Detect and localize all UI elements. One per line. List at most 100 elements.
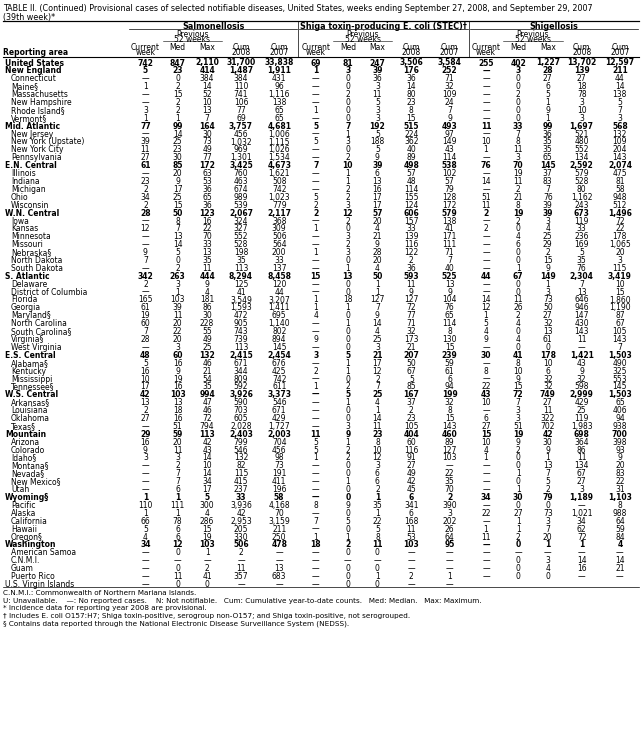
Text: New York (Upstate): New York (Upstate) <box>11 137 85 146</box>
Text: 64: 64 <box>445 533 454 542</box>
Text: 0: 0 <box>345 98 351 107</box>
Text: —: — <box>237 580 245 589</box>
Text: 11: 11 <box>406 279 416 289</box>
Text: 8: 8 <box>617 501 622 510</box>
Text: —: — <box>482 461 490 470</box>
Text: 1: 1 <box>345 303 350 312</box>
Text: 171: 171 <box>442 233 457 241</box>
Text: —: — <box>482 90 490 99</box>
Text: Shiga toxin-producing E. coli (STEC)†: Shiga toxin-producing E. coli (STEC)† <box>300 22 467 31</box>
Text: —: — <box>312 398 319 407</box>
Text: 579: 579 <box>442 209 458 218</box>
Text: Iowa: Iowa <box>11 216 29 225</box>
Text: 8: 8 <box>409 106 413 115</box>
Text: 1: 1 <box>545 98 550 107</box>
Text: —: — <box>142 557 149 565</box>
Text: 1: 1 <box>345 319 350 328</box>
Text: 109: 109 <box>442 90 457 99</box>
Text: 1: 1 <box>545 114 550 123</box>
Text: —: — <box>482 540 490 549</box>
Text: 34: 34 <box>140 540 151 549</box>
Text: 103: 103 <box>170 390 185 399</box>
Text: 21: 21 <box>372 351 383 360</box>
Text: 2,415: 2,415 <box>229 351 253 360</box>
Text: 2: 2 <box>313 201 318 210</box>
Text: 24: 24 <box>445 98 454 107</box>
Text: 14: 14 <box>372 319 382 328</box>
Text: 61: 61 <box>543 335 553 344</box>
Text: 0: 0 <box>345 256 351 265</box>
Text: 674: 674 <box>234 185 248 194</box>
Text: 1: 1 <box>375 493 380 502</box>
Text: 1,496: 1,496 <box>608 209 632 218</box>
Text: —: — <box>312 374 319 383</box>
Text: 1: 1 <box>313 224 318 233</box>
Text: 0: 0 <box>345 485 351 494</box>
Text: 1: 1 <box>484 525 488 533</box>
Text: 330: 330 <box>234 533 248 542</box>
Text: 4: 4 <box>617 540 622 549</box>
Text: 6: 6 <box>447 374 452 383</box>
Text: 5: 5 <box>375 129 380 139</box>
Text: 1,983: 1,983 <box>571 422 592 431</box>
Text: 15: 15 <box>172 90 182 99</box>
Text: Idaho§: Idaho§ <box>11 453 37 462</box>
Text: 134: 134 <box>574 153 589 162</box>
Text: 236: 236 <box>574 233 589 241</box>
Text: 72: 72 <box>406 303 416 312</box>
Text: 41: 41 <box>513 351 524 360</box>
Text: 3: 3 <box>545 557 550 565</box>
Text: 61: 61 <box>140 303 150 312</box>
Text: 87: 87 <box>615 311 625 320</box>
Text: S. Atlantic: S. Atlantic <box>5 272 49 281</box>
Text: 739: 739 <box>234 335 248 344</box>
Text: Washington: Washington <box>5 540 56 549</box>
Text: 95: 95 <box>444 540 454 549</box>
Text: 46: 46 <box>202 406 212 415</box>
Text: 149: 149 <box>442 137 457 146</box>
Text: Tennessee§: Tennessee§ <box>11 383 54 392</box>
Text: 228: 228 <box>200 319 214 328</box>
Text: 42: 42 <box>236 509 246 518</box>
Text: Nevada§: Nevada§ <box>11 470 44 478</box>
Text: 0: 0 <box>515 540 521 549</box>
Text: 2: 2 <box>204 564 210 573</box>
Text: 27: 27 <box>406 461 416 470</box>
Text: 9: 9 <box>483 335 488 344</box>
Text: 40: 40 <box>406 146 416 155</box>
Text: 1: 1 <box>516 264 520 273</box>
Text: 1: 1 <box>516 525 520 533</box>
Text: 7: 7 <box>545 525 550 533</box>
Text: 1,023: 1,023 <box>269 192 290 202</box>
Text: 181: 181 <box>200 296 214 305</box>
Text: 9: 9 <box>545 446 550 455</box>
Text: 1: 1 <box>545 453 550 462</box>
Text: Previous: Previous <box>517 30 549 39</box>
Text: 7: 7 <box>375 303 380 312</box>
Text: —: — <box>312 493 319 502</box>
Text: 0: 0 <box>345 279 351 289</box>
Text: 23: 23 <box>172 66 183 75</box>
Text: 15: 15 <box>481 429 491 439</box>
Text: 0: 0 <box>516 327 520 336</box>
Text: 5: 5 <box>345 390 351 399</box>
Text: 2,117: 2,117 <box>267 209 291 218</box>
Text: 21: 21 <box>203 366 212 376</box>
Text: 11: 11 <box>577 335 587 344</box>
Text: Florida: Florida <box>11 296 37 305</box>
Text: 23: 23 <box>406 98 416 107</box>
Text: 70: 70 <box>202 233 212 241</box>
Text: 32: 32 <box>406 327 416 336</box>
Text: 42: 42 <box>406 477 416 486</box>
Text: 309: 309 <box>272 224 287 233</box>
Text: —: — <box>142 470 149 478</box>
Text: 10: 10 <box>140 374 150 383</box>
Text: 286: 286 <box>200 516 214 526</box>
Text: 10: 10 <box>543 359 553 368</box>
Text: Reporting area: Reporting area <box>3 48 68 57</box>
Text: 6: 6 <box>545 366 550 376</box>
Text: 58: 58 <box>274 493 285 502</box>
Text: Cum: Cum <box>441 43 458 52</box>
Text: 16: 16 <box>172 383 182 392</box>
Text: 2,067: 2,067 <box>229 209 253 218</box>
